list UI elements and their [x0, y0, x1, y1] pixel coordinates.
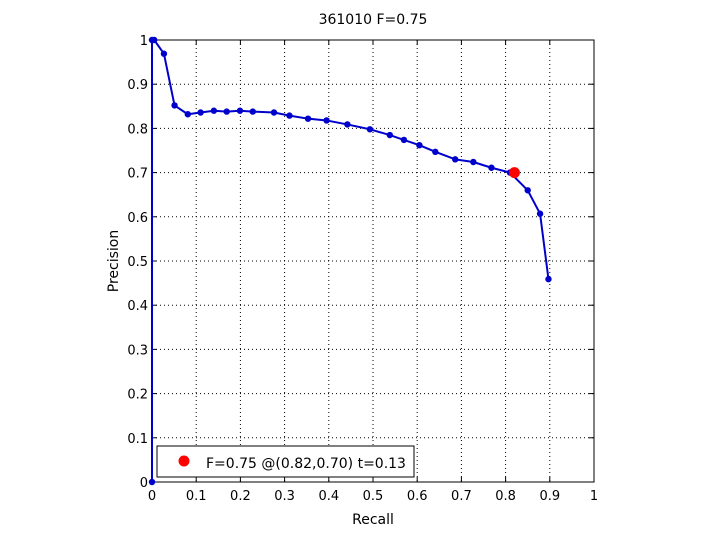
chart-title: 361010 F=0.75	[319, 12, 428, 28]
x-tick-labels: 0 0.1 0.2 0.3 0.4 0.5 0.6 0.7 0.8 0.9 1	[148, 489, 598, 504]
series-point	[223, 108, 230, 115]
y-axis-label: Precision	[106, 230, 122, 292]
y-tick-label: 0.4	[127, 299, 148, 314]
series-point	[171, 102, 178, 109]
x-tick-label: 0.9	[539, 489, 560, 504]
y-tick-label: 0.9	[127, 78, 148, 93]
y-tick-label: 0.6	[127, 211, 148, 226]
series-point	[249, 108, 256, 115]
series-point	[286, 112, 293, 119]
series-point	[236, 107, 244, 114]
x-tick-label: 0.4	[318, 489, 339, 504]
series-point	[197, 109, 204, 116]
x-tick-label: 0.3	[274, 489, 295, 504]
series-layer	[148, 36, 552, 486]
legend-box	[156, 445, 415, 478]
best-f-point	[508, 167, 520, 179]
y-tick-label: 0	[140, 476, 148, 491]
series-point	[536, 210, 544, 217]
series-point	[400, 136, 408, 144]
grid	[152, 40, 594, 482]
x-tick-label: 0	[148, 489, 156, 504]
series-point	[545, 275, 552, 283]
highlight-layer	[508, 167, 520, 179]
x-tick-label: 0.7	[451, 489, 472, 504]
x-tick-label: 0.1	[186, 489, 207, 504]
legend: F=0.75 @(0.82,0.70) t=0.13	[156, 445, 415, 478]
series-point	[184, 111, 192, 118]
series-line	[151, 39, 550, 482]
series-point	[304, 115, 312, 122]
y-tick-label: 0.7	[127, 167, 148, 182]
series-point	[210, 107, 218, 114]
y-tick-label: 0.1	[127, 432, 148, 447]
series-point	[524, 187, 531, 194]
legend-marker	[178, 455, 190, 467]
series-point	[148, 478, 156, 486]
series-point	[323, 117, 330, 124]
x-tick-label: 0.6	[407, 489, 428, 504]
y-tick-labels: 0 0.1 0.2 0.3 0.4 0.5 0.6 0.7 0.8 0.9 1	[127, 34, 148, 491]
series-point	[151, 36, 158, 44]
y-tick-label: 0.2	[127, 388, 148, 403]
y-tick-label: 0.3	[127, 343, 148, 358]
series-point	[452, 156, 459, 163]
series-point	[470, 158, 477, 166]
series-point	[270, 109, 278, 116]
series-point	[416, 141, 423, 149]
series-point	[366, 126, 374, 133]
series-point	[488, 164, 495, 171]
y-tick-label: 0.5	[127, 255, 148, 270]
series-point	[386, 131, 393, 139]
x-axis-label: Recall	[352, 512, 394, 528]
x-tick-label: 0.5	[363, 489, 384, 504]
y-tick-label: 1	[140, 34, 148, 49]
legend-text: F=0.75 @(0.82,0.70) t=0.13	[206, 456, 406, 472]
series-point	[344, 121, 351, 128]
x-tick-label: 0.2	[230, 489, 251, 504]
x-tick-label: 0.8	[495, 489, 516, 504]
series-point	[160, 50, 168, 57]
x-tick-label: 1	[590, 489, 598, 504]
series-point	[432, 148, 439, 156]
y-tick-label: 0.8	[127, 122, 148, 137]
